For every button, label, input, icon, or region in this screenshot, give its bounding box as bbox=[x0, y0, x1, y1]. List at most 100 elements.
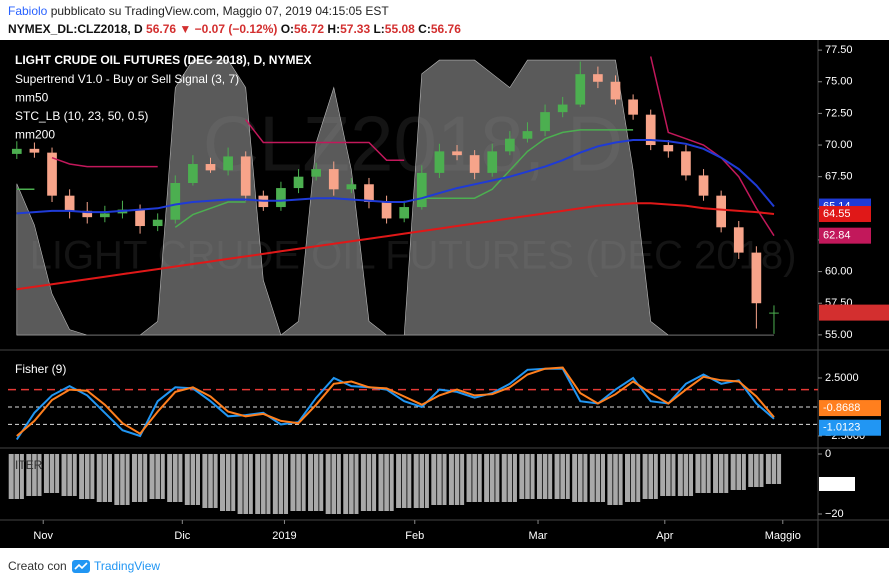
author[interactable]: Fabiolo bbox=[8, 4, 48, 18]
candle-body bbox=[610, 81, 621, 100]
candle-body bbox=[205, 164, 216, 171]
histogram-bar bbox=[131, 453, 148, 502]
moving-average bbox=[16, 202, 775, 291]
supertrend-up bbox=[16, 129, 634, 228]
fisher-line bbox=[16, 366, 775, 437]
candle-body bbox=[276, 188, 286, 208]
histogram-bar bbox=[765, 453, 782, 484]
ohlc-value: 55.08 bbox=[385, 22, 415, 36]
candle-body bbox=[434, 151, 445, 173]
candle-body bbox=[346, 184, 357, 190]
ohlc-key: O: bbox=[281, 22, 294, 36]
pane-title: ITER bbox=[15, 458, 43, 472]
candle-body bbox=[469, 155, 480, 173]
candle-body bbox=[645, 114, 656, 146]
histogram-bar bbox=[536, 453, 553, 499]
legend-entry: STC_LB (10, 23, 50, 0.5) bbox=[15, 109, 148, 123]
histogram-bar bbox=[220, 453, 236, 511]
price-label-box bbox=[819, 227, 871, 244]
legend-entry: Supertrend V1.0 - Buy or Sell Signal (3,… bbox=[15, 72, 239, 86]
change: ▼ −0.07 (−0.12%) bbox=[179, 22, 277, 36]
histogram-bar bbox=[677, 453, 694, 496]
ohlc-key: H: bbox=[327, 22, 340, 36]
price-label-box bbox=[819, 206, 871, 223]
price-label-box bbox=[819, 304, 889, 321]
ohlc-value: 57.33 bbox=[340, 22, 370, 36]
candle-body bbox=[663, 145, 674, 152]
candle-body bbox=[11, 148, 22, 154]
candle-body bbox=[593, 74, 603, 82]
price-label-box bbox=[819, 419, 881, 436]
candle-body bbox=[540, 112, 550, 132]
histogram-bar bbox=[114, 453, 130, 505]
y-tick-label: 67.50 bbox=[825, 171, 853, 183]
candle-body bbox=[769, 312, 779, 314]
ohlc-key: L: bbox=[373, 22, 384, 36]
x-tick-label: Nov bbox=[33, 530, 53, 542]
histogram-bar bbox=[396, 453, 412, 508]
footer-brand[interactable]: TradingView bbox=[94, 559, 160, 573]
y-tick-label: 77.50 bbox=[825, 44, 853, 56]
histogram-bar bbox=[554, 453, 570, 499]
logo-glyph bbox=[74, 562, 88, 570]
legend-entry: mm200 bbox=[15, 128, 55, 142]
histogram-bar bbox=[308, 453, 324, 511]
candle-body bbox=[399, 207, 410, 219]
candle-body bbox=[135, 209, 145, 227]
histogram-bar bbox=[360, 453, 377, 511]
histogram-bar bbox=[431, 453, 447, 505]
histogram-bar bbox=[26, 453, 42, 496]
ohlc-value: 56.76 bbox=[431, 22, 461, 36]
histogram-bar bbox=[378, 453, 394, 511]
histogram-bar bbox=[325, 453, 341, 514]
histogram-bar bbox=[237, 453, 253, 514]
histogram-bar bbox=[8, 453, 24, 499]
price-label: 64.55 bbox=[823, 208, 851, 220]
candle-body bbox=[364, 184, 374, 202]
tradingview-logo[interactable] bbox=[72, 560, 90, 573]
candle-body bbox=[416, 172, 427, 208]
candle-body bbox=[487, 151, 498, 173]
x-tick-label: Feb bbox=[405, 530, 424, 542]
candle-body bbox=[522, 131, 533, 139]
histogram-bar bbox=[730, 453, 746, 490]
histogram-bar bbox=[484, 453, 500, 502]
y-tick-label: 75.00 bbox=[825, 76, 853, 88]
candle-body bbox=[100, 213, 110, 218]
y-tick-label: 72.50 bbox=[825, 107, 853, 119]
histogram-bar bbox=[466, 453, 482, 502]
histogram-bar bbox=[202, 453, 218, 508]
candle-body bbox=[293, 176, 304, 189]
histogram-bar bbox=[695, 453, 711, 493]
price-label-box bbox=[819, 400, 881, 417]
candle-body bbox=[311, 169, 321, 177]
stc-area bbox=[16, 59, 775, 336]
candle-body bbox=[628, 99, 638, 115]
candle-body bbox=[240, 156, 251, 196]
candle-body bbox=[188, 164, 198, 184]
histogram-bar bbox=[79, 453, 95, 499]
histogram-bar bbox=[184, 453, 200, 505]
histogram-bar bbox=[290, 453, 306, 511]
y-tick-label: 70.00 bbox=[825, 139, 853, 151]
price-label: -0.8688 bbox=[823, 402, 860, 414]
y-tick-label: 0 bbox=[825, 448, 831, 460]
last-price: 56.76 bbox=[146, 22, 176, 36]
histogram-bar bbox=[519, 453, 535, 499]
histogram-bar bbox=[501, 453, 517, 502]
symbol-line: NYMEX_DL:CLZ2018, D 56.76 ▼ −0.07 (−0.12… bbox=[8, 22, 461, 36]
candle-body bbox=[223, 156, 233, 171]
histogram-bar bbox=[607, 453, 623, 505]
histogram-bar bbox=[660, 453, 676, 496]
candle-body bbox=[64, 195, 75, 211]
histogram-bar bbox=[43, 453, 60, 493]
histogram-bar bbox=[713, 453, 729, 493]
candle-body bbox=[152, 219, 163, 227]
moving-average bbox=[16, 139, 775, 215]
symbol: NYMEX_DL:CLZ2018, D bbox=[8, 22, 143, 36]
price-label: 62.84 bbox=[823, 230, 851, 242]
candle-body bbox=[575, 74, 586, 105]
y-tick-label: 55.00 bbox=[825, 329, 853, 341]
